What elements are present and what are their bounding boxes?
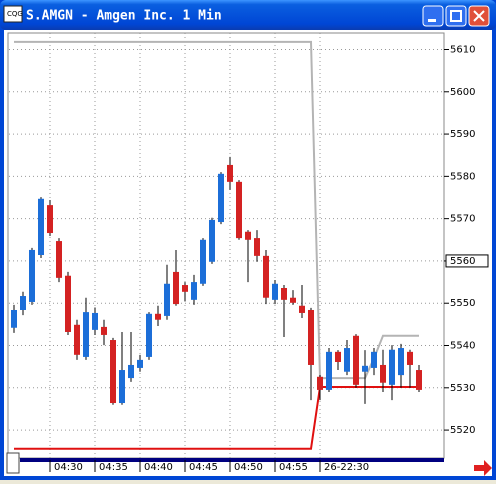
candle-body [11,309,17,328]
candle-body [299,305,305,313]
y-tick-label: 5610 [450,44,475,55]
window-title: S.AMGN - Amgen Inc. 1 Min [26,9,222,24]
candle-body [56,241,62,278]
x-tick-label: 04:55 [279,462,308,473]
candle-body [29,249,35,302]
y-tick-label: 5530 [450,383,475,394]
candle-body [173,271,179,305]
y-tick-label: 5570 [450,214,475,225]
y-tick-label: 5540 [450,341,475,352]
candle-body [209,219,215,262]
candle-body [407,351,413,365]
candle-body [38,198,44,256]
x-tick-label: 04:50 [234,462,263,473]
candle-body [281,288,287,300]
maximize-button[interactable] [445,5,467,27]
candle-body [317,376,323,390]
candle-body [398,348,404,376]
candle-body [290,297,296,303]
y-tick-label: 5580 [450,171,475,182]
scroll-box[interactable] [6,452,20,474]
candle-body [74,324,80,355]
close-button[interactable] [468,5,490,27]
candle-body [389,349,395,385]
candle-body [146,313,152,357]
candle-body [227,164,233,182]
candle-body [371,351,377,368]
x-tick-label: 04:40 [144,462,173,473]
candle-body [83,312,89,357]
minimize-button[interactable] [422,5,444,27]
candle-body [155,313,161,320]
candle-body [200,239,206,284]
candle-body [119,370,125,404]
title-bar [0,0,496,30]
candle-body [416,370,422,390]
candle-body [272,283,278,300]
app-icon [3,5,23,23]
overlay-line [14,40,419,380]
x-tick-label: 04:45 [189,462,218,473]
candle-body [128,364,134,379]
candle-body [65,275,71,332]
candle-body [137,359,143,368]
scroll-strip [20,458,444,462]
candle-body [101,326,107,335]
candle-body [164,283,170,316]
candle-body [191,282,197,300]
current-price-label: 5560 [450,256,475,267]
candle-body [92,312,98,330]
x-tick-label: 26-22:30 [324,462,369,473]
candle-body [353,335,359,385]
scroll-right-arrow[interactable] [474,460,492,476]
y-tick-label: 5550 [450,298,475,309]
candle-body [236,181,242,239]
y-tick-label: 5600 [450,87,475,98]
current-price-box [445,254,489,268]
x-tick-label: 04:35 [99,462,128,473]
y-tick-label: 5520 [450,425,475,436]
candle-body [245,231,251,240]
plot-area [7,32,445,459]
candle-body [110,340,116,404]
overlay-line [14,385,419,450]
app-icon-glyph: CQG [7,10,23,18]
candle-body [380,364,386,383]
candle-body [47,205,53,234]
candle-body [308,309,314,365]
candle-body [335,351,341,363]
candle-body [362,365,368,372]
candle-body [263,255,269,298]
candle-body [344,348,350,372]
y-tick-label: 5590 [450,129,475,140]
candle-body [182,285,188,292]
candle-body [326,351,332,390]
candle-body [254,238,260,256]
x-tick-label: 04:30 [54,462,83,473]
candle-body [20,296,26,310]
candle-body [218,173,224,223]
